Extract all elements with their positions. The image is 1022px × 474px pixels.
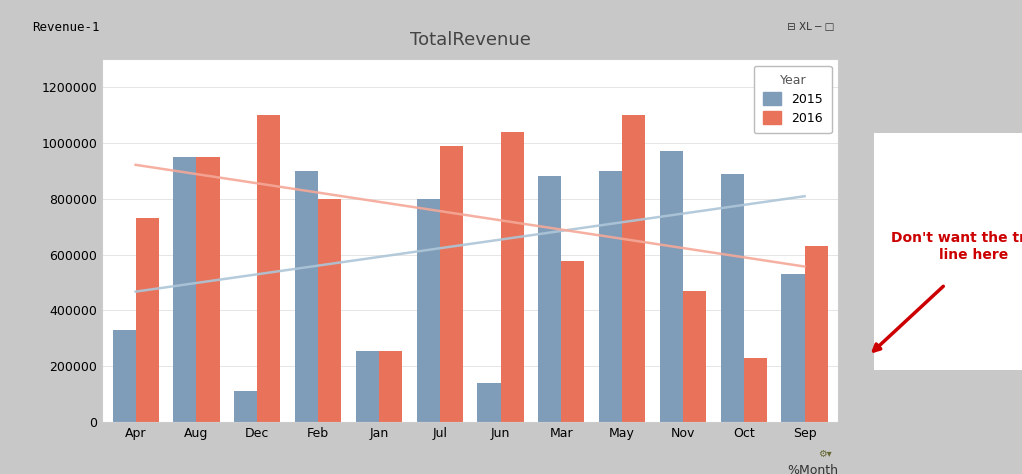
- Bar: [744, 358, 766, 422]
- Bar: [258, 115, 280, 422]
- Title: TotalRevenue: TotalRevenue: [410, 31, 530, 49]
- Bar: [561, 262, 585, 422]
- Bar: [660, 151, 683, 422]
- Bar: [622, 115, 645, 422]
- Bar: [356, 351, 379, 422]
- Legend: 2015, 2016: 2015, 2016: [754, 65, 832, 133]
- Bar: [804, 246, 828, 422]
- Bar: [379, 351, 402, 422]
- Bar: [196, 157, 220, 422]
- Text: Don't want the trend
line here: Don't want the trend line here: [891, 231, 1022, 262]
- Bar: [417, 199, 439, 422]
- Bar: [112, 330, 136, 422]
- Text: %Month: %Month: [787, 464, 838, 474]
- Bar: [683, 291, 706, 422]
- Text: Revenue-1: Revenue-1: [33, 21, 100, 34]
- Bar: [501, 132, 523, 422]
- Text: ⚙▾: ⚙▾: [818, 449, 831, 459]
- Bar: [539, 176, 561, 422]
- Text: ⊟ XL ─ □: ⊟ XL ─ □: [787, 22, 834, 32]
- Bar: [136, 218, 158, 422]
- Bar: [782, 274, 804, 422]
- Bar: [174, 157, 196, 422]
- Bar: [599, 171, 622, 422]
- Bar: [721, 173, 744, 422]
- Bar: [295, 171, 318, 422]
- Bar: [318, 199, 341, 422]
- Bar: [439, 146, 463, 422]
- FancyBboxPatch shape: [866, 128, 1022, 379]
- Bar: [477, 383, 501, 422]
- Bar: [234, 391, 258, 422]
